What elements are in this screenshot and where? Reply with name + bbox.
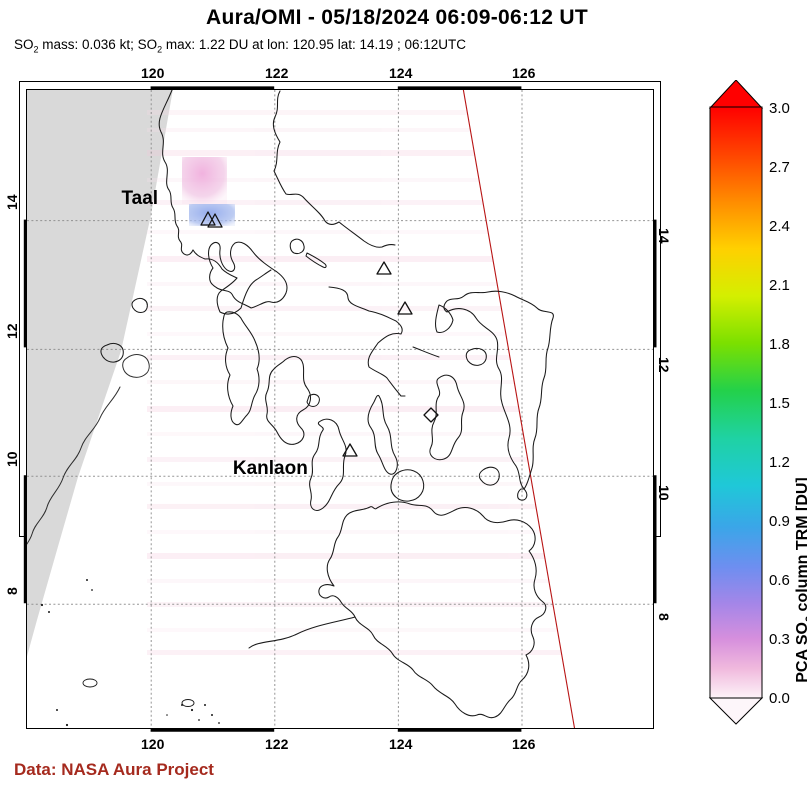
svg-text:0.0: 0.0 xyxy=(769,690,790,707)
svg-text:PCA SO2 column TRM [DU]: PCA SO2 column TRM [DU] xyxy=(794,477,807,683)
svg-text:1.8: 1.8 xyxy=(769,336,790,353)
svg-text:2.1: 2.1 xyxy=(769,277,790,294)
svg-text:2.4: 2.4 xyxy=(769,218,790,235)
svg-text:Kanlaon: Kanlaon xyxy=(233,458,308,479)
svg-text:2.7: 2.7 xyxy=(769,159,790,176)
svg-text:1.2: 1.2 xyxy=(769,454,790,471)
svg-text:0.6: 0.6 xyxy=(769,572,790,589)
svg-text:0.3: 0.3 xyxy=(769,631,790,648)
svg-text:1.5: 1.5 xyxy=(769,395,790,412)
svg-text:Taal: Taal xyxy=(122,188,159,209)
svg-text:3.0: 3.0 xyxy=(769,100,790,117)
svg-text:0.9: 0.9 xyxy=(769,513,790,530)
